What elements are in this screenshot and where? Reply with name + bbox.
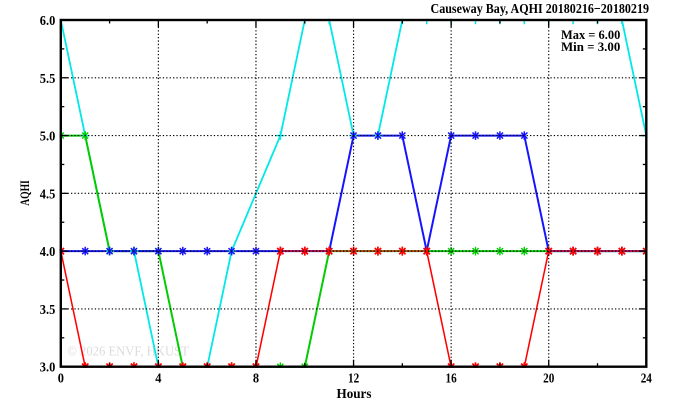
svg-text:5.0: 5.0 — [40, 130, 56, 145]
svg-text:12: 12 — [348, 371, 359, 386]
svg-text:4: 4 — [155, 371, 161, 386]
svg-text:20: 20 — [543, 371, 554, 386]
svg-text:5.5: 5.5 — [40, 72, 56, 87]
svg-text:Max = 6.00: Max = 6.00 — [561, 27, 620, 42]
svg-text:0: 0 — [58, 371, 64, 386]
svg-text:3.5: 3.5 — [40, 303, 56, 318]
svg-text:Causeway Bay, AQHI 20180216−20: Causeway Bay, AQHI 20180216−20180219 — [431, 2, 650, 17]
svg-text:Min = 3.00: Min = 3.00 — [561, 39, 620, 54]
svg-text:Hours: Hours — [337, 386, 372, 401]
svg-text:3.0: 3.0 — [40, 361, 56, 376]
svg-text:24: 24 — [641, 371, 652, 386]
svg-text:6.0: 6.0 — [40, 14, 56, 29]
svg-text:4.0: 4.0 — [40, 245, 56, 260]
svg-text:© 2026 ENVF, HKUST: © 2026 ENVF, HKUST — [67, 344, 189, 359]
svg-text:AQHI: AQHI — [17, 180, 32, 206]
svg-text:16: 16 — [446, 371, 457, 386]
svg-text:4.5: 4.5 — [40, 187, 56, 202]
svg-text:8: 8 — [253, 371, 259, 386]
